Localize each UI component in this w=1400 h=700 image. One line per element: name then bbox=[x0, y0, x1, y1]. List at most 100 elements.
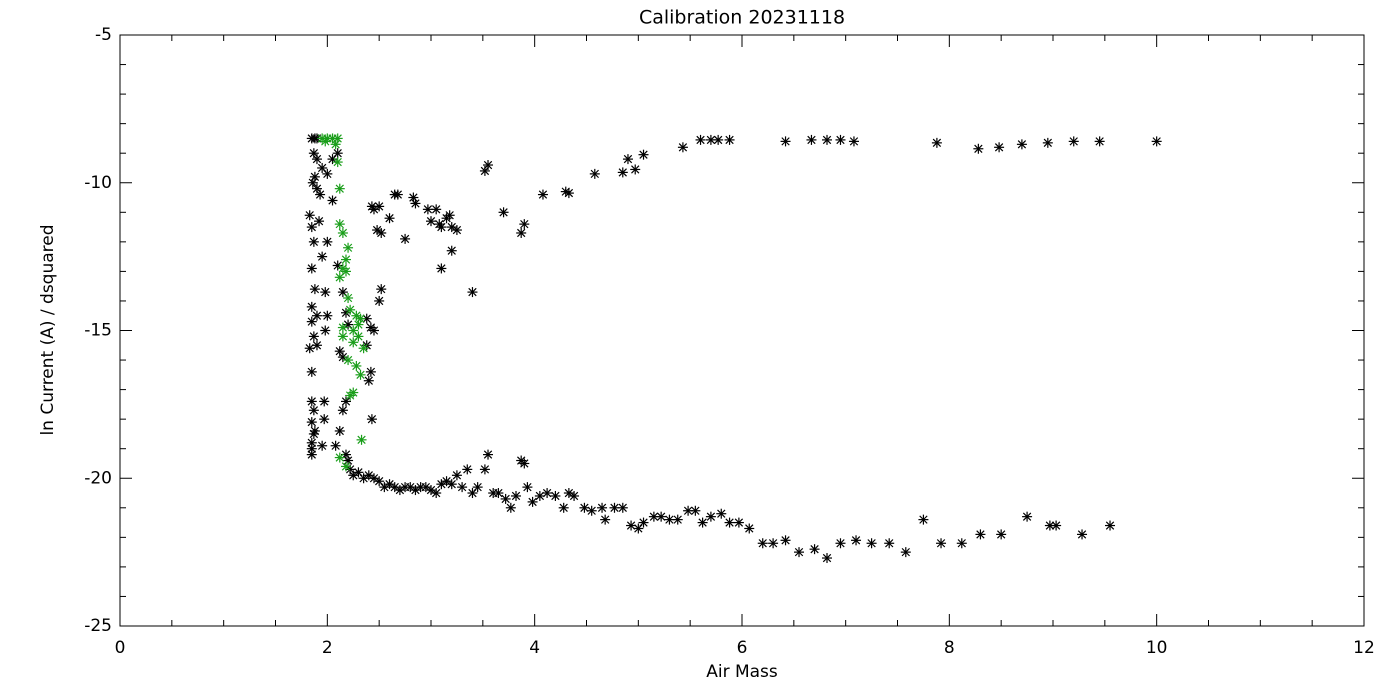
point bbox=[809, 544, 820, 555]
y-axis-label: ln Current (A) / dsquared bbox=[38, 224, 58, 435]
point bbox=[308, 405, 319, 416]
marker-stroke bbox=[706, 512, 716, 521]
marker-stroke bbox=[374, 202, 384, 211]
point bbox=[431, 488, 442, 499]
point bbox=[315, 189, 326, 200]
marker-stroke bbox=[321, 326, 330, 335]
point bbox=[340, 461, 351, 472]
marker-stroke bbox=[698, 518, 707, 527]
point bbox=[304, 210, 315, 221]
marker-stroke bbox=[901, 547, 910, 557]
point bbox=[327, 195, 338, 206]
point bbox=[368, 204, 379, 215]
x-tick-label: 10 bbox=[1146, 638, 1168, 658]
y-tick-label: -20 bbox=[84, 468, 112, 488]
marker-stroke bbox=[618, 503, 627, 512]
point bbox=[638, 149, 649, 160]
marker-stroke bbox=[678, 143, 688, 152]
point bbox=[537, 189, 548, 200]
y-tick-label: -5 bbox=[95, 25, 112, 45]
point bbox=[446, 479, 457, 490]
marker-stroke bbox=[317, 252, 327, 261]
marker-stroke bbox=[335, 347, 344, 356]
x-tick-label: 4 bbox=[529, 638, 540, 658]
marker-stroke bbox=[331, 441, 340, 450]
point bbox=[472, 482, 483, 493]
point bbox=[348, 337, 359, 348]
marker-stroke bbox=[822, 135, 832, 145]
point bbox=[617, 502, 628, 513]
marker-stroke bbox=[328, 196, 337, 205]
point bbox=[705, 511, 716, 522]
point bbox=[334, 452, 345, 463]
point bbox=[365, 366, 376, 377]
point bbox=[374, 295, 385, 306]
marker-stroke bbox=[781, 137, 790, 146]
point bbox=[822, 553, 833, 564]
point bbox=[563, 188, 574, 199]
point bbox=[483, 449, 494, 460]
point bbox=[340, 396, 351, 407]
marker-stroke bbox=[1095, 137, 1104, 146]
marker-stroke bbox=[341, 397, 351, 406]
marker-stroke bbox=[314, 216, 324, 226]
point bbox=[519, 219, 530, 230]
point bbox=[597, 502, 608, 513]
point bbox=[451, 470, 462, 481]
marker-stroke bbox=[1152, 137, 1161, 146]
point bbox=[366, 414, 377, 425]
point bbox=[1105, 520, 1116, 531]
point bbox=[609, 502, 620, 513]
marker-stroke bbox=[618, 168, 627, 177]
point bbox=[446, 245, 457, 256]
marker-stroke bbox=[333, 261, 342, 270]
point bbox=[822, 134, 833, 145]
marker-stroke bbox=[794, 547, 804, 557]
marker-stroke bbox=[437, 222, 446, 232]
marker-stroke bbox=[367, 414, 377, 424]
marker-stroke bbox=[341, 267, 351, 276]
marker-stroke bbox=[331, 140, 340, 149]
point bbox=[353, 467, 364, 478]
y-tick-label: -15 bbox=[84, 321, 112, 341]
marker-stroke bbox=[683, 506, 693, 515]
marker-stroke bbox=[305, 211, 314, 220]
marker-stroke bbox=[309, 332, 319, 341]
marker-stroke bbox=[590, 169, 599, 179]
marker-stroke bbox=[768, 539, 778, 548]
marker-stroke bbox=[335, 453, 344, 462]
point bbox=[311, 154, 322, 165]
point bbox=[330, 440, 341, 451]
marker-stroke bbox=[335, 426, 344, 436]
point bbox=[332, 157, 343, 168]
point bbox=[306, 449, 317, 460]
y-tick-label: -25 bbox=[84, 616, 112, 636]
point bbox=[334, 346, 345, 357]
marker-stroke bbox=[463, 465, 472, 474]
marker-stroke bbox=[523, 482, 532, 492]
point bbox=[500, 493, 511, 504]
point bbox=[1016, 139, 1027, 150]
point bbox=[332, 148, 343, 159]
point bbox=[1042, 137, 1053, 148]
marker-stroke bbox=[338, 228, 348, 238]
marker-stroke bbox=[312, 341, 322, 350]
marker-stroke bbox=[349, 338, 358, 347]
point bbox=[314, 216, 325, 227]
point bbox=[835, 134, 846, 145]
marker-stroke bbox=[494, 488, 503, 498]
point bbox=[355, 313, 366, 324]
point bbox=[358, 343, 369, 354]
marker-stroke bbox=[480, 465, 490, 474]
point bbox=[368, 473, 379, 484]
marker-stroke bbox=[559, 503, 568, 512]
marker-stroke bbox=[1045, 521, 1055, 530]
marker-stroke bbox=[432, 488, 441, 498]
marker-stroke bbox=[725, 135, 734, 145]
marker-stroke bbox=[442, 477, 451, 486]
marker-stroke bbox=[312, 184, 322, 193]
marker-stroke bbox=[345, 465, 355, 474]
marker-stroke bbox=[307, 438, 316, 447]
marker-stroke bbox=[994, 143, 1004, 152]
point bbox=[363, 375, 374, 386]
